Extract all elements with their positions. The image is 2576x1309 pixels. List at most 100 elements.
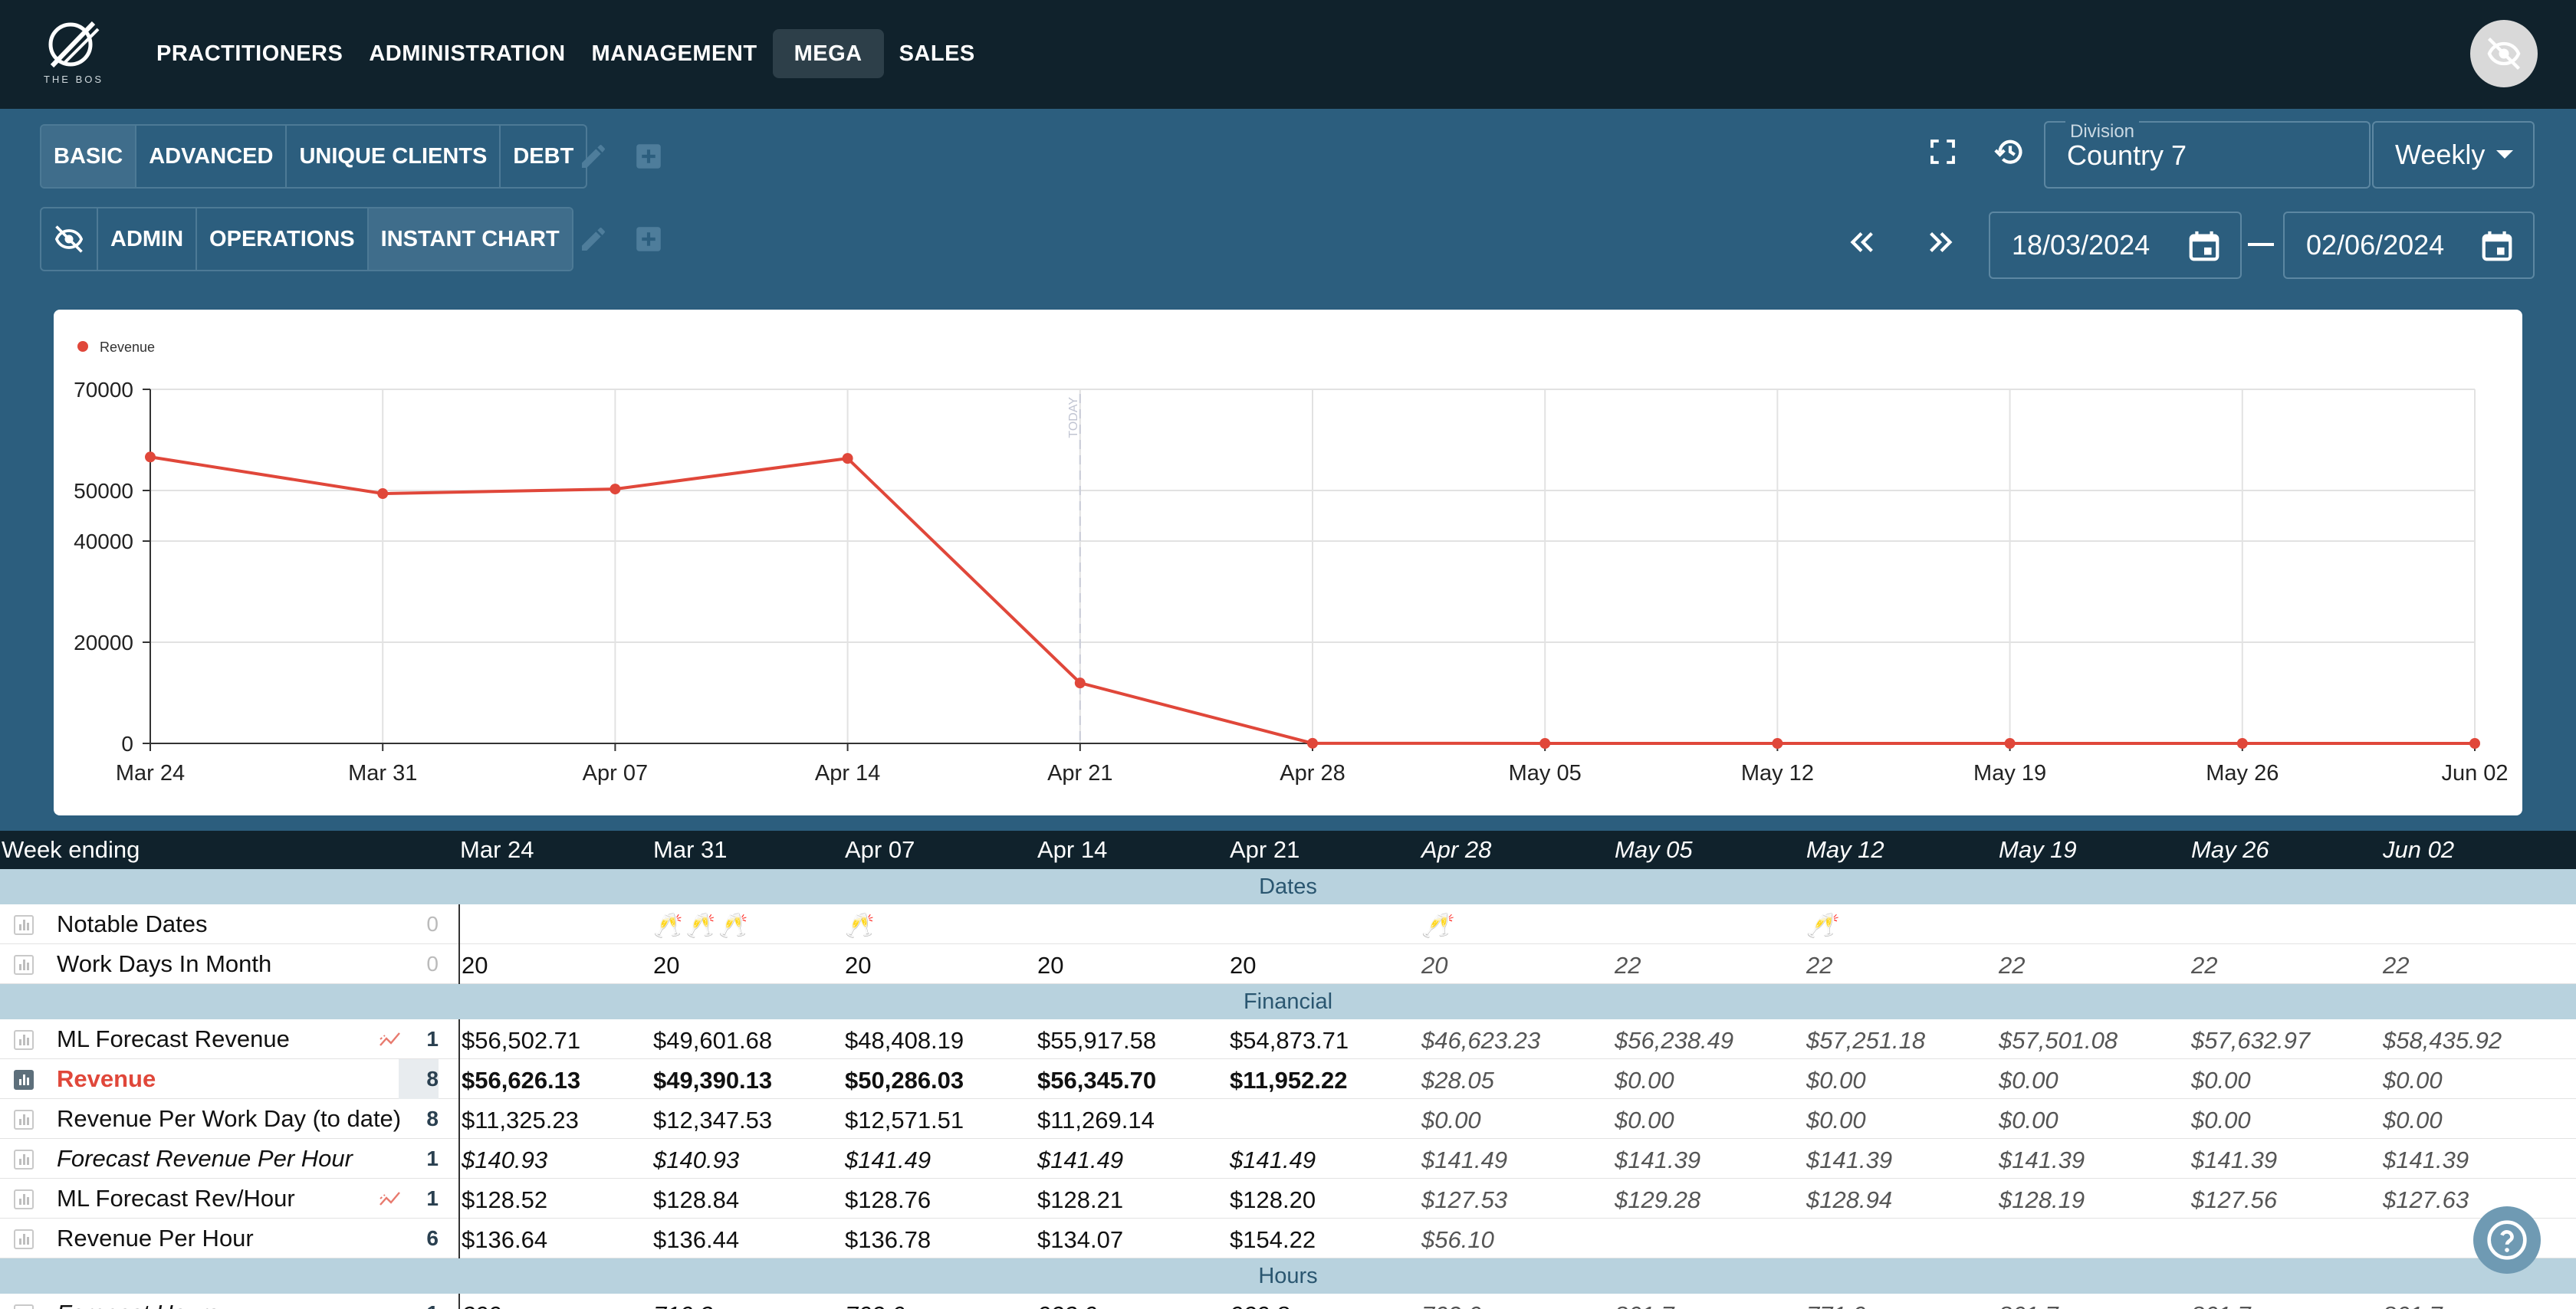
column-divider	[458, 904, 460, 944]
tab-basic[interactable]: BASIC	[41, 126, 137, 187]
add-tab-secondary-button[interactable]	[630, 221, 667, 258]
table-cell: $0.00	[2191, 1107, 2251, 1133]
data-point	[842, 453, 853, 464]
add-tab-button[interactable]	[630, 138, 667, 175]
next-period-button[interactable]	[1923, 224, 1960, 261]
week-header: May 19	[1999, 836, 2077, 863]
hide-tab-button[interactable]	[41, 208, 98, 270]
table-cell: $0.00	[1806, 1107, 1866, 1133]
chart-toggle-icon[interactable]	[14, 1030, 34, 1050]
section-header-financial: Financial	[0, 984, 2576, 1019]
table-row: Work Days In Month 0 20 20 20 20 20 20 22 22 22 22 2…	[0, 944, 2576, 984]
nav-administration[interactable]: ADMINISTRATION	[369, 41, 566, 66]
chart-toggle-icon[interactable]	[14, 1229, 34, 1249]
table-cell: $128.20	[1230, 1186, 1316, 1213]
chart-toggle-icon[interactable]	[14, 1110, 34, 1130]
table-cell: 20	[845, 952, 872, 979]
table-cell: 20	[1230, 952, 1257, 979]
tab-operations[interactable]: OPERATIONS	[197, 208, 369, 270]
division-label: Division	[2065, 121, 2140, 143]
table-cell: 399	[462, 1294, 501, 1309]
eye-off-icon	[2487, 37, 2521, 71]
chart-toggle-icon[interactable]	[14, 955, 34, 975]
week-header: Mar 24	[460, 836, 534, 863]
user-avatar[interactable]	[2470, 20, 2538, 87]
y-tick-label: 70000	[74, 378, 133, 402]
nav-management[interactable]: MANAGEMENT	[591, 41, 757, 66]
pencil-icon	[582, 145, 605, 168]
data-point	[2004, 738, 2016, 749]
fullscreen-button[interactable]	[1924, 133, 1961, 170]
table-cell: 20	[653, 952, 680, 979]
table-cell: $0.00	[1421, 1107, 1481, 1133]
tab-instant-chart[interactable]: INSTANT CHART	[368, 208, 572, 270]
table-cell: 929.8	[1230, 1294, 1290, 1309]
table-row: Forecast Revenue Per Hour 1 $140.93 $140.93…	[0, 1139, 2576, 1179]
table-cell: $127.53	[1421, 1186, 1508, 1213]
row-label: Forecast Hours	[57, 1294, 219, 1309]
edit-tabs-secondary-button[interactable]	[575, 221, 612, 258]
report-tabs-secondary: ADMIN OPERATIONS INSTANT CHART	[40, 207, 573, 271]
data-point	[1074, 677, 1086, 689]
row-count: 8	[399, 1059, 439, 1099]
chart-toggle-icon[interactable]	[14, 1304, 34, 1309]
table-cell: $134.07	[1037, 1226, 1124, 1253]
period-select[interactable]: Weekly	[2372, 121, 2535, 189]
nav-mega[interactable]: MEGA	[772, 29, 884, 78]
end-date-field[interactable]: 02/06/2024	[2283, 212, 2535, 279]
x-tick-label: Apr 14	[815, 761, 880, 786]
table-cell: 20	[1037, 952, 1064, 979]
start-date-field[interactable]: 18/03/2024	[1989, 212, 2242, 279]
column-divider	[458, 1139, 460, 1179]
edit-tabs-button[interactable]	[575, 138, 612, 175]
table-cell: 861.7	[2383, 1294, 2443, 1309]
chart-toggle-icon[interactable]	[14, 1189, 34, 1209]
data-point	[1772, 738, 1783, 749]
table-cell: $54,873.71	[1230, 1027, 1349, 1054]
help-button[interactable]	[2473, 1206, 2541, 1274]
calendar-icon[interactable]	[2187, 228, 2222, 264]
end-date-value: 02/06/2024	[2306, 229, 2445, 261]
tab-advanced[interactable]: ADVANCED	[136, 126, 288, 187]
tab-unique-clients[interactable]: UNIQUE CLIENTS	[287, 126, 501, 187]
table-cell: 22	[1999, 952, 2026, 979]
table-cell: $46,623.23	[1421, 1027, 1541, 1054]
division-select[interactable]: Division Country 7	[2044, 121, 2371, 189]
x-tick-label: Apr 07	[583, 761, 648, 786]
table-cell: $128.21	[1037, 1186, 1124, 1213]
table-cell: $141.49	[1230, 1147, 1316, 1173]
previous-period-button[interactable]	[1843, 224, 1880, 261]
week-header: May 12	[1806, 836, 1884, 863]
table-cell: $56,345.70	[1037, 1067, 1157, 1094]
brand-logo[interactable]: THE BOS	[37, 15, 110, 89]
table-header: Week ending Mar 24 Mar 31 Apr 07 Apr 14 Apr …	[0, 831, 2576, 869]
row-count: 1	[426, 1186, 439, 1210]
report-tabs-primary: BASIC ADVANCED UNIQUE CLIENTS DEBT	[40, 124, 588, 189]
data-point	[1307, 737, 1318, 749]
today-marker-label: TODAY	[1067, 397, 1080, 438]
chart-toggle-icon[interactable]	[14, 1070, 34, 1090]
tab-admin[interactable]: ADMIN	[98, 208, 198, 270]
table-row: ML Forecast Rev/Hour 1 $128.52 $128.84 $128.…	[0, 1179, 2576, 1219]
x-tick-label: Apr 28	[1280, 761, 1345, 786]
chart-toggle-icon[interactable]	[14, 1150, 34, 1170]
table-cell: $0.00	[2383, 1107, 2443, 1133]
double-chevron-left-icon	[1850, 232, 1873, 252]
table-cell: $58,435.92	[2383, 1027, 2502, 1054]
chart-toggle-icon[interactable]	[14, 915, 34, 935]
table-cell: 771.0	[1806, 1294, 1866, 1309]
main-nav: PRACTITIONERS ADMINISTRATION MANAGEMENT …	[146, 29, 991, 78]
table-cell: 861.7	[2191, 1294, 2251, 1309]
table-cell: 20	[1421, 952, 1448, 979]
x-tick-label: Mar 31	[348, 761, 417, 786]
nav-sales[interactable]: SALES	[899, 41, 975, 66]
table-cell: $56.10	[1421, 1226, 1494, 1253]
tab-debt[interactable]: DEBT	[513, 143, 574, 169]
history-button[interactable]	[1992, 133, 2029, 170]
date-range-separator	[2248, 243, 2274, 246]
data-point	[1539, 738, 1551, 749]
calendar-icon[interactable]	[2479, 228, 2515, 264]
table-cell: $128.76	[845, 1186, 932, 1213]
nav-practitioners[interactable]: PRACTITIONERS	[156, 41, 343, 66]
table-cell: $140.93	[653, 1147, 740, 1173]
